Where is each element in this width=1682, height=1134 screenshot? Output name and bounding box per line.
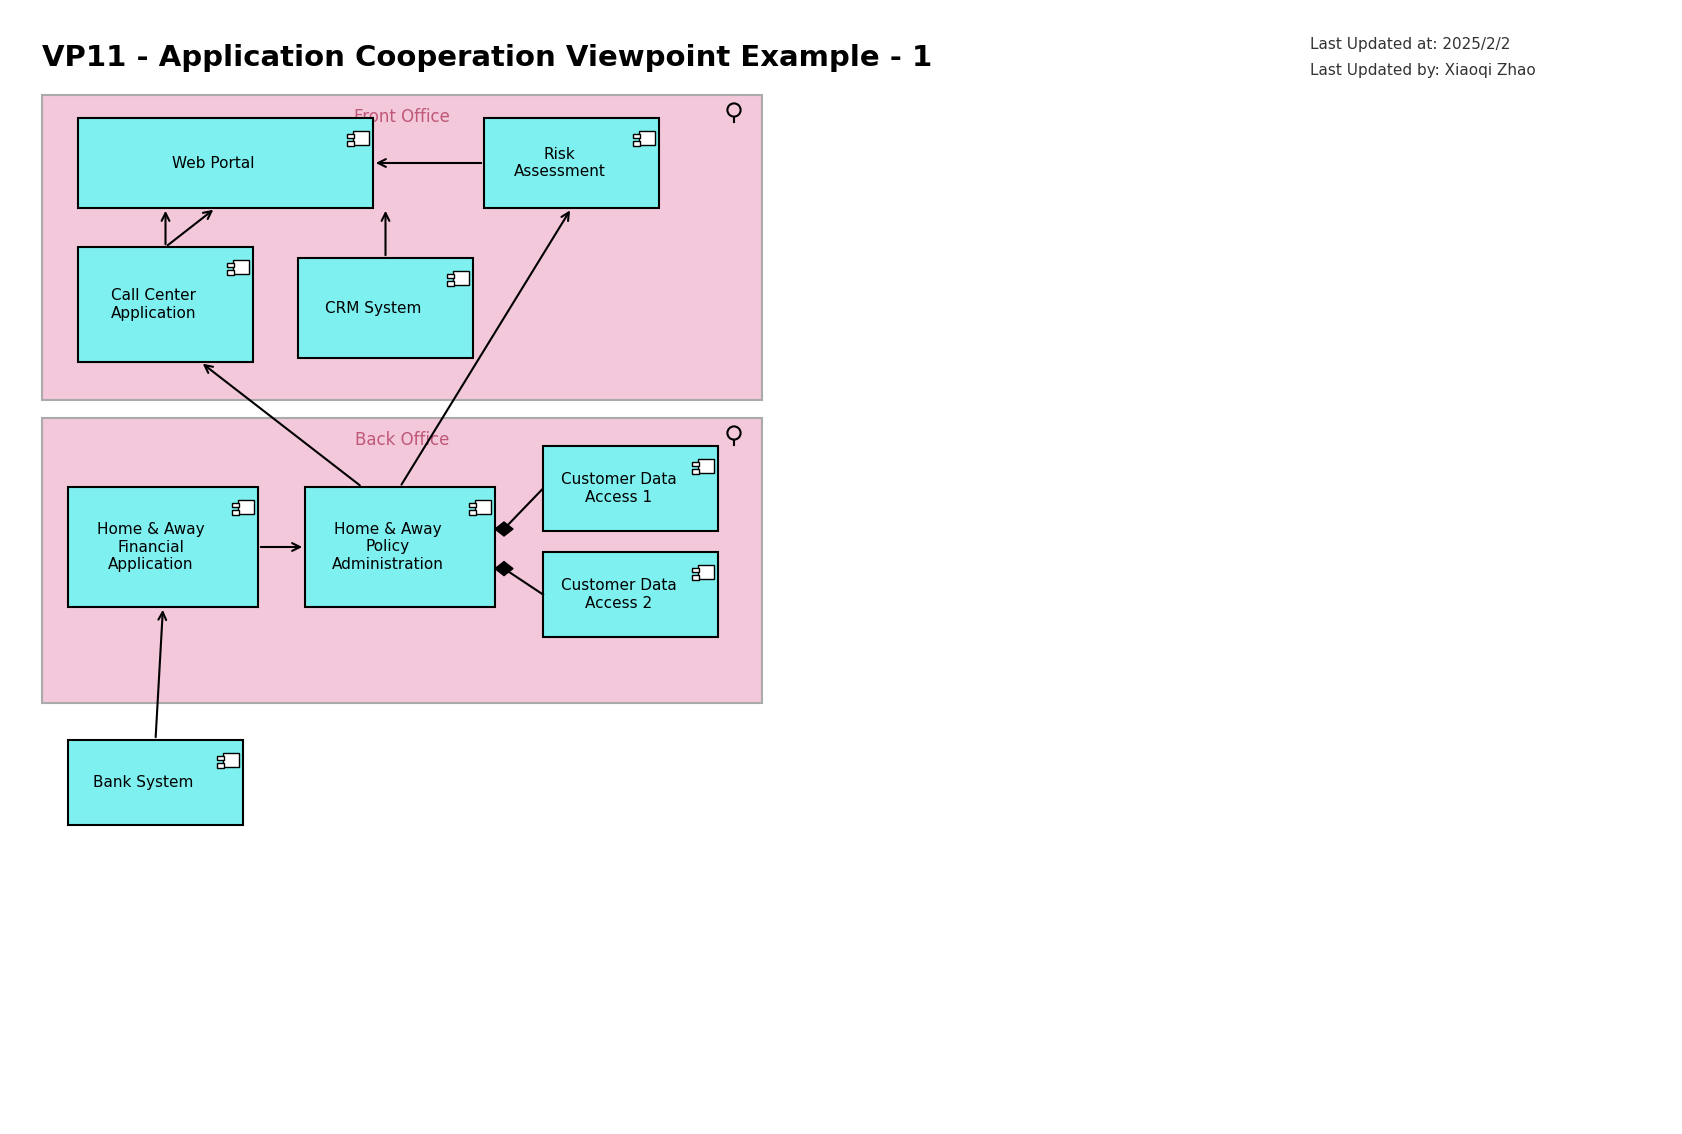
Bar bbox=[77, 118, 373, 208]
Bar bbox=[67, 741, 242, 826]
Bar bbox=[232, 510, 239, 515]
Bar bbox=[693, 462, 700, 466]
Bar bbox=[693, 469, 700, 474]
Bar bbox=[543, 446, 718, 531]
Text: Customer Data
Access 2: Customer Data Access 2 bbox=[560, 578, 676, 611]
Bar bbox=[634, 141, 639, 145]
Bar bbox=[634, 134, 639, 138]
Text: CRM System: CRM System bbox=[325, 301, 422, 315]
Text: Customer Data
Access 1: Customer Data Access 1 bbox=[560, 472, 676, 505]
Bar bbox=[217, 755, 224, 760]
Bar bbox=[298, 259, 473, 358]
Text: VP11 - Application Cooperation Viewpoint Example - 1: VP11 - Application Cooperation Viewpoint… bbox=[42, 44, 932, 71]
Bar bbox=[447, 273, 454, 278]
Bar bbox=[474, 500, 491, 514]
Text: Home & Away
Policy
Administration: Home & Away Policy Administration bbox=[331, 522, 444, 572]
Bar bbox=[346, 141, 353, 145]
Text: Risk
Assessment: Risk Assessment bbox=[513, 146, 606, 179]
Bar bbox=[353, 130, 368, 145]
Bar bbox=[234, 260, 249, 274]
Bar bbox=[447, 281, 454, 286]
Text: Back Office: Back Office bbox=[355, 431, 449, 449]
Text: Last Updated by: Xiaoqi Zhao: Last Updated by: Xiaoqi Zhao bbox=[1310, 62, 1536, 77]
Bar bbox=[698, 565, 713, 579]
Text: Web Portal: Web Portal bbox=[172, 155, 254, 170]
Polygon shape bbox=[495, 522, 513, 536]
Text: Call Center
Application: Call Center Application bbox=[111, 288, 197, 321]
Bar bbox=[77, 247, 252, 362]
Bar bbox=[227, 263, 234, 268]
Bar bbox=[543, 552, 718, 637]
Bar bbox=[304, 486, 495, 607]
Bar bbox=[227, 270, 234, 274]
Bar bbox=[232, 502, 239, 507]
Text: Last Updated at: 2025/2/2: Last Updated at: 2025/2/2 bbox=[1310, 37, 1510, 52]
Bar bbox=[237, 500, 254, 514]
Bar bbox=[217, 763, 224, 768]
Bar bbox=[42, 418, 762, 703]
Bar bbox=[698, 459, 713, 473]
Bar bbox=[693, 575, 700, 579]
Bar bbox=[484, 118, 659, 208]
Bar bbox=[469, 510, 476, 515]
Text: Front Office: Front Office bbox=[355, 108, 451, 126]
Polygon shape bbox=[495, 561, 513, 576]
Bar bbox=[67, 486, 257, 607]
Bar bbox=[42, 95, 762, 400]
Text: Home & Away
Financial
Application: Home & Away Financial Application bbox=[98, 522, 205, 572]
Bar bbox=[693, 568, 700, 573]
Bar bbox=[452, 271, 469, 285]
Bar bbox=[224, 753, 239, 768]
Bar bbox=[346, 134, 353, 138]
Text: Bank System: Bank System bbox=[93, 775, 193, 790]
Bar bbox=[469, 502, 476, 507]
Bar bbox=[639, 130, 654, 145]
